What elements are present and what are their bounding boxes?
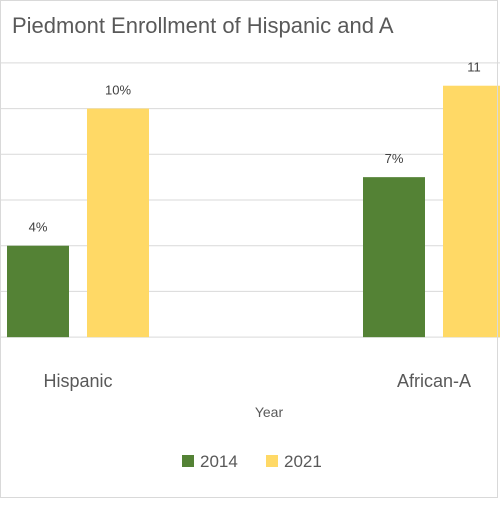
data-label-2014-african-a: 7% — [385, 151, 404, 166]
x-axis-title: Year — [255, 404, 284, 420]
gridlines — [0, 62, 500, 338]
legend-label-2021: 2021 — [284, 452, 322, 471]
category-label-hispanic: Hispanic — [43, 371, 112, 391]
bar-2014-african-a — [363, 177, 425, 338]
legend-label-2014: 2014 — [200, 452, 238, 471]
category-labels: Hispanic African-A — [43, 371, 471, 391]
chart-title: Piedmont Enrollment of Hispanic and A — [12, 13, 394, 38]
bar-2021-african-a — [443, 85, 500, 338]
legend: 2014 2021 — [182, 452, 322, 471]
data-label-2014-hispanic: 4% — [29, 220, 48, 235]
bar-2014-hispanic — [7, 245, 69, 338]
category-label-african-a: African-A — [397, 371, 471, 391]
bar-2021-hispanic — [87, 108, 149, 338]
bars — [7, 85, 500, 338]
legend-swatch-2021 — [266, 455, 278, 467]
data-labels: 4% 10% 7% 11 — [29, 60, 481, 235]
data-label-2021-hispanic: 10% — [105, 83, 131, 98]
legend-swatch-2014 — [182, 455, 194, 467]
data-label-2021-african-a: 11 — [467, 60, 481, 75]
